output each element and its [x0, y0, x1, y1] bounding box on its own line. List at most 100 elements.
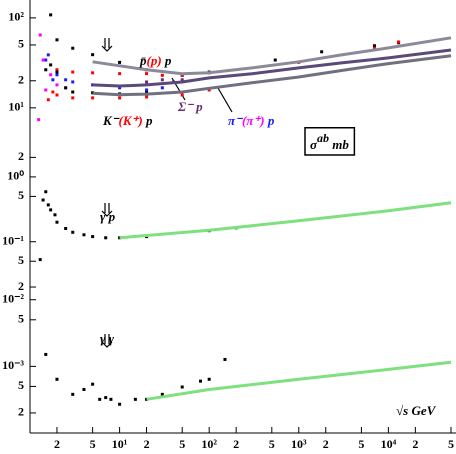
data-point [46, 203, 50, 207]
annotation: π⁻(π⁺) p [228, 113, 275, 128]
x-tick-label: 2 [54, 437, 60, 451]
data-point [118, 402, 122, 406]
data-point [109, 397, 113, 401]
data-point [320, 50, 324, 54]
x-tick-label: 5 [90, 437, 96, 451]
data-point [71, 80, 75, 84]
data-point [49, 13, 53, 17]
x-tick-label: 2 [412, 437, 418, 451]
data-point [55, 68, 59, 72]
data-point [118, 86, 122, 90]
data-point [64, 86, 68, 90]
annotation-part: π⁻ [228, 113, 244, 128]
data-point [160, 86, 164, 90]
data-point [91, 96, 95, 100]
data-point [46, 98, 50, 102]
y-tick-label: 5 [18, 188, 24, 202]
data-point [145, 397, 149, 401]
data-point [199, 379, 203, 383]
annotation: γ p [100, 209, 116, 224]
data-point [397, 40, 401, 44]
x-tick-label: 2 [323, 437, 329, 451]
fit-line [146, 360, 452, 401]
fit-line [92, 36, 452, 76]
data-point [118, 72, 122, 76]
data-point [91, 235, 95, 239]
data-point [55, 83, 59, 87]
annotation: √s GeV [396, 403, 437, 418]
x-tick-label: 10² [201, 437, 217, 451]
x-tick-label: 5 [448, 437, 454, 451]
x-tick-label: 5 [358, 437, 364, 451]
data-point [44, 88, 48, 92]
pointer-line [217, 87, 233, 113]
data-point [104, 236, 108, 240]
annotation-part: (π⁺) [242, 113, 265, 128]
data-point [145, 95, 149, 99]
data-point [372, 44, 376, 48]
data-point [180, 73, 184, 77]
fit-line [92, 54, 452, 97]
annotation-part: p [162, 53, 172, 68]
annotation-part: Σ⁻ p [177, 99, 203, 114]
annotation-part: p [265, 113, 275, 128]
y-tick-label: 10⁻³ [2, 358, 24, 372]
data-point [71, 90, 75, 94]
data-point [64, 78, 68, 82]
data-point [91, 71, 95, 75]
x-tick-label: 5 [179, 437, 185, 451]
data-point [118, 236, 122, 240]
x-tick-label: 5 [269, 437, 275, 451]
x-tick-label: 10¹ [112, 437, 128, 451]
data-point [118, 96, 122, 100]
annotation-part: GeV [408, 403, 436, 418]
data-point [55, 220, 59, 224]
annotation-part: γ p [100, 209, 116, 224]
data-point [118, 60, 122, 64]
annotation-part: mb [329, 137, 349, 152]
data-point [44, 352, 48, 356]
data-point [55, 38, 59, 42]
data-point [145, 72, 149, 76]
data-point [145, 80, 149, 84]
annotation: γ γ [100, 331, 115, 346]
data-point [46, 53, 50, 57]
y-tick-label: 2 [18, 405, 24, 419]
data-point [41, 58, 45, 62]
data-point [71, 46, 75, 50]
annotation-part: (p) [147, 53, 162, 68]
y-tick-label: 10⁰ [7, 169, 24, 183]
annotation: K⁻(K⁺) p [102, 113, 153, 128]
data-point [44, 190, 48, 194]
y-tick-label: 2 [18, 73, 24, 87]
x-tick-label: 10³ [291, 437, 307, 451]
annotation-part: (K⁺) [119, 113, 143, 128]
data-point [44, 58, 48, 62]
data-point [55, 73, 59, 77]
data-point [82, 387, 86, 391]
data-point [91, 53, 95, 57]
y-tick-label: 5 [18, 37, 24, 51]
data-point [273, 58, 277, 62]
data-point [160, 73, 164, 77]
data-point [49, 63, 53, 67]
data-point [49, 73, 53, 77]
fit-line [119, 201, 452, 240]
threshold-arrow [101, 38, 113, 52]
x-tick-label: 10⁴ [381, 437, 397, 451]
annotation-part: ab [317, 131, 329, 145]
x-tick-label: 2 [144, 437, 150, 451]
annotation: σab mb [310, 131, 349, 152]
data-point [160, 78, 164, 82]
y-tick-label: 10² [8, 10, 24, 24]
data-point [41, 198, 45, 202]
data-point [64, 226, 68, 230]
y-tick-label: 10¹ [8, 100, 24, 114]
annotation: p̄(p) p [139, 53, 172, 68]
data-point [71, 230, 75, 234]
annotation: Σ⁻ p [177, 99, 203, 114]
data-point [71, 70, 75, 74]
threshold-arrow [101, 203, 113, 217]
x-tick-label: 2 [233, 437, 239, 451]
